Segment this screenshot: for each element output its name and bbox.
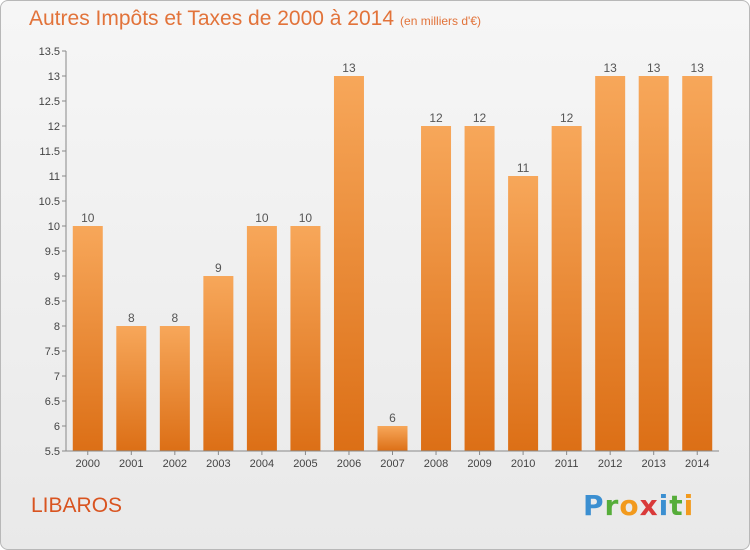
logo-letter: o — [619, 489, 640, 522]
y-tick-label: 12 — [48, 121, 60, 133]
bar — [203, 276, 234, 451]
y-tick-label: 6 — [54, 421, 60, 433]
bar — [595, 76, 626, 451]
x-tick-label: 2004 — [250, 458, 274, 470]
bar — [682, 76, 713, 451]
bar — [508, 176, 539, 451]
data-label: 12 — [429, 111, 443, 125]
y-tick-label: 7.5 — [45, 346, 60, 358]
bar — [333, 76, 364, 451]
x-tick-label: 2001 — [119, 458, 143, 470]
bar — [246, 226, 277, 451]
bar — [116, 326, 147, 451]
bar — [72, 226, 103, 451]
x-tick-label: 2002 — [163, 458, 187, 470]
data-label: 13 — [603, 61, 617, 75]
x-tick-label: 2014 — [685, 458, 709, 470]
y-tick-label: 11.5 — [39, 146, 60, 158]
x-tick-label: 2003 — [206, 458, 230, 470]
y-tick-label: 13 — [48, 71, 60, 83]
x-tick-label: 2011 — [555, 458, 579, 470]
data-label: 8 — [128, 311, 135, 325]
bar — [159, 326, 190, 451]
x-tick-label: 2000 — [76, 458, 100, 470]
y-tick-label: 8 — [54, 321, 60, 333]
logo-letter: P — [583, 489, 605, 522]
data-label: 9 — [215, 261, 222, 275]
y-tick-label: 6.5 — [45, 396, 60, 408]
y-tick-label: 9.5 — [45, 246, 60, 258]
data-label: 8 — [171, 311, 178, 325]
logo-letter: r — [604, 489, 620, 522]
x-tick-label: 2012 — [598, 458, 622, 470]
x-tick-label: 2005 — [293, 458, 317, 470]
bar — [377, 426, 408, 451]
data-label: 13 — [647, 61, 661, 75]
data-label: 12 — [473, 111, 487, 125]
logo-letter: x — [639, 489, 659, 522]
title-text: Autres Impôts et Taxes de 2000 à 2014 — [29, 7, 395, 30]
x-tick-label: 2013 — [641, 458, 665, 470]
bar — [464, 126, 495, 451]
logo-letter: t — [669, 489, 684, 522]
y-tick-label: 9 — [54, 271, 60, 283]
commune-name: LIBAROS — [31, 494, 123, 517]
x-tick-label: 2009 — [467, 458, 491, 470]
y-tick-label: 7 — [54, 371, 60, 383]
y-tick-label: 10 — [48, 221, 60, 233]
data-label: 11 — [517, 161, 530, 175]
bar — [290, 226, 321, 451]
y-tick-label: 10.5 — [39, 196, 60, 208]
y-tick-label: 8.5 — [45, 296, 60, 308]
y-tick-label: 11 — [49, 171, 60, 183]
x-tick-label: 2007 — [380, 458, 404, 470]
y-tick-label: 5.5 — [45, 446, 60, 458]
data-label: 10 — [299, 211, 313, 225]
proxiti-logo: Proxiti — [583, 489, 694, 522]
data-label: 10 — [81, 211, 95, 225]
unit-note: (en milliers d'€) — [400, 14, 482, 28]
x-tick-label: 2010 — [511, 458, 535, 470]
data-label: 13 — [342, 61, 356, 75]
data-label: 13 — [691, 61, 705, 75]
data-label: 10 — [255, 211, 269, 225]
bar — [421, 126, 452, 451]
data-label: 6 — [389, 411, 396, 425]
chart-title: Autres Impôts et Taxes de 2000 à 2014 (en… — [29, 7, 481, 31]
data-label: 12 — [560, 111, 574, 125]
bar — [551, 126, 582, 451]
x-tick-label: 2006 — [337, 458, 361, 470]
logo-letter: i — [683, 489, 695, 522]
y-tick-label: 13.5 — [39, 46, 60, 58]
x-tick-label: 2008 — [424, 458, 448, 470]
y-tick-label: 12.5 — [39, 96, 60, 108]
bar — [638, 76, 669, 451]
logo-letter: i — [658, 489, 670, 522]
